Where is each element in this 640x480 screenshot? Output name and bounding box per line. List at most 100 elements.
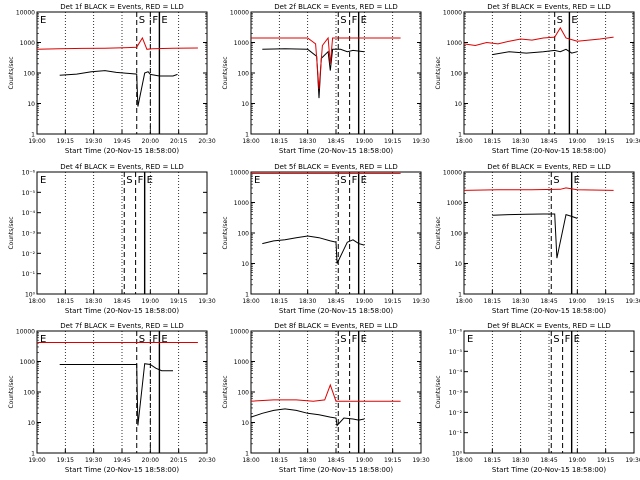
x-tick-label: 18:30 — [299, 298, 316, 305]
x-axis-label: Start Time (20-Nov-15 18:58:00) — [492, 147, 606, 155]
y-tick-label: 1 — [31, 451, 35, 458]
x-tick-label: 19:30 — [625, 298, 640, 305]
y-tick-label: 100 — [24, 71, 36, 78]
marker-label-E: E — [361, 15, 367, 26]
x-axis-label: Start Time (20-Nov-15 18:58:00) — [65, 466, 179, 474]
y-tick-label: 10⁻² — [449, 410, 463, 417]
panel-title: Det 4f BLACK = Events, RED = LLD — [60, 163, 183, 171]
x-tick-label: 19:30 — [625, 457, 640, 464]
series-line-events — [492, 213, 578, 259]
y-tick-label: 10 — [454, 101, 462, 108]
y-axis-label: Counts/sec — [8, 56, 15, 89]
y-axis-label: Counts/sec — [435, 56, 442, 89]
x-tick-label: 19:00 — [569, 457, 586, 464]
y-tick-label: 100 — [238, 390, 250, 397]
y-tick-label: 1 — [245, 451, 249, 458]
y-tick-label: 10⁻⁶ — [22, 170, 36, 177]
y-tick-label: 10 — [27, 420, 35, 427]
panel-6: Det 6f BLACK = Events, RED = LLD Counts/s… — [435, 163, 640, 315]
marker-label-S: S — [553, 334, 559, 345]
series-line-events — [250, 408, 365, 427]
x-tick-label: 18:45 — [327, 298, 344, 305]
series-line-lld — [251, 36, 401, 89]
y-tick-label: 10000 — [16, 10, 35, 17]
x-tick-label: 18:00 — [28, 298, 45, 305]
x-tick-label: 18:30 — [85, 298, 102, 305]
x-tick-label: 19:15 — [57, 457, 74, 464]
marker-label-E: E — [361, 175, 367, 186]
x-tick-label: 19:45 — [113, 138, 130, 145]
marker-label-E: E — [254, 175, 260, 186]
panel-5: Det 5f BLACK = Events, RED = LLD Counts/s… — [222, 163, 430, 315]
x-tick-label: 18:45 — [113, 298, 130, 305]
y-tick-label: 10 — [241, 101, 249, 108]
panel-1: Det 1f BLACK = Events, RED = LLD Counts/s… — [8, 3, 216, 155]
marker-label-E: E — [574, 334, 580, 345]
y-tick-label: 10 — [241, 261, 249, 268]
panel-9: Det 9f BLACK = Events, RED = LLD Counts/s… — [435, 322, 640, 474]
y-tick-label: 100 — [238, 231, 250, 238]
marker-label-F: F — [352, 15, 358, 26]
x-axis-label: Start Time (20-Nov-15 18:58:00) — [65, 307, 179, 315]
x-tick-label: 19:15 — [384, 298, 401, 305]
panel-3: Det 3f BLACK = Events, RED = LLD Counts/s… — [435, 3, 640, 155]
marker-label-E: E — [147, 175, 153, 186]
panel-4: Det 4f BLACK = Events, RED = LLD Counts/s… — [8, 163, 216, 315]
y-tick-label: 100 — [451, 71, 463, 78]
marker-label-S: S — [340, 15, 346, 26]
marker-label-E: E — [40, 15, 46, 26]
marker-label-F: F — [352, 334, 358, 345]
x-axis-label: Start Time (20-Nov-15 18:58:00) — [492, 466, 606, 474]
x-axis-label: Start Time (20-Nov-15 18:58:00) — [279, 147, 393, 155]
x-tick-label: 19:30 — [198, 298, 215, 305]
x-tick-label: 18:45 — [540, 457, 557, 464]
x-tick-label: 18:15 — [57, 298, 74, 305]
series-line-lld — [250, 383, 401, 402]
y-tick-label: 10⁻² — [22, 251, 36, 258]
y-tick-label: 1 — [458, 132, 462, 139]
x-tick-label: 18:45 — [540, 138, 557, 145]
x-tick-label: 18:15 — [271, 457, 288, 464]
x-tick-label: 18:00 — [455, 138, 472, 145]
panel-title: Det 8f BLACK = Events, RED = LLD — [274, 322, 397, 330]
marker-label-S: S — [553, 175, 559, 186]
y-axis-label: Counts/sec — [222, 375, 229, 408]
marker-label-E: E — [467, 334, 473, 345]
marker-label-E: E — [40, 334, 46, 345]
panel-2: Det 2f BLACK = Events, RED = LLD Counts/s… — [222, 3, 430, 155]
x-axis-label: Start Time (20-Nov-15 18:58:00) — [492, 307, 606, 315]
y-axis-label: Counts/sec — [435, 375, 442, 408]
x-tick-label: 18:15 — [271, 138, 288, 145]
x-tick-label: 19:30 — [85, 457, 102, 464]
marker-label-F: F — [152, 15, 158, 26]
x-tick-label: 19:15 — [597, 457, 614, 464]
x-tick-label: 19:15 — [597, 138, 614, 145]
panel-title: Det 3f BLACK = Events, RED = LLD — [487, 3, 610, 11]
series-line-events — [59, 70, 178, 107]
y-tick-label: 10000 — [16, 329, 35, 336]
x-tick-label: 19:45 — [113, 457, 130, 464]
x-tick-label: 19:00 — [356, 138, 373, 145]
x-tick-label: 18:15 — [484, 298, 501, 305]
y-tick-label: 1000 — [234, 200, 249, 207]
marker-label-F: F — [138, 175, 144, 186]
x-tick-label: 18:00 — [242, 457, 259, 464]
y-tick-label: 10⁻⁵ — [449, 349, 463, 356]
marker-label-E: E — [161, 334, 167, 345]
y-tick-label: 10⁻³ — [22, 231, 36, 238]
y-tick-label: 100 — [451, 231, 463, 238]
x-tick-label: 18:30 — [299, 457, 316, 464]
y-tick-label: 10⁻⁴ — [22, 210, 36, 217]
marker-label-F: F — [152, 334, 158, 345]
marker-label-E: E — [40, 175, 46, 186]
y-tick-label: 10⁻¹ — [449, 430, 463, 437]
y-tick-label: 1 — [245, 132, 249, 139]
series-line-lld — [36, 36, 198, 50]
marker-label-S: S — [557, 15, 563, 26]
x-tick-label: 18:00 — [455, 298, 472, 305]
y-axis-label: Counts/sec — [435, 216, 442, 249]
x-axis-label: Start Time (20-Nov-15 18:58:00) — [65, 147, 179, 155]
x-tick-label: 20:15 — [170, 138, 187, 145]
series-line-events — [262, 235, 365, 264]
